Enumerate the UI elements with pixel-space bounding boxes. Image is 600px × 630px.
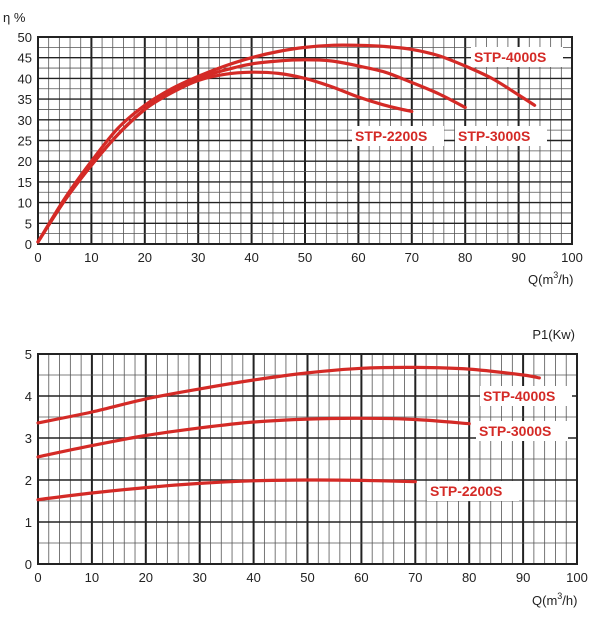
series-line-stp-2200s (36, 478, 417, 502)
x-tick-label: 60 (354, 570, 368, 585)
x-tick-label: 70 (408, 570, 422, 585)
x-tick-label: 0 (34, 250, 41, 265)
y-tick-label: 15 (18, 175, 32, 190)
series-line-stp-4000s (36, 365, 541, 425)
series-label-bg (476, 421, 568, 441)
series-label-bg (471, 47, 563, 67)
x-axis-label: Q(m3/h) (532, 591, 577, 608)
y-tick-label: 4 (25, 389, 32, 404)
y-tick-label: 2 (25, 473, 32, 488)
chart-2: 0 10 20 30 40 50 60 70 80 90 100 0 1 2 3 4 5 P1(Kw) Q(m3/h… (25, 327, 588, 608)
x-tick-label: 50 (298, 250, 312, 265)
y-tick-label: 45 (18, 51, 32, 66)
series-label-stp-3000s: STP-3000S (458, 128, 530, 144)
series-line-stp-3000s (36, 58, 467, 244)
y-tick-label: 1 (25, 515, 32, 530)
x-tick-label: 0 (34, 570, 41, 585)
y-tick-label: 30 (18, 113, 32, 128)
x-tick-label: 70 (405, 250, 419, 265)
x-axis-label: Q(m3/h) (528, 270, 573, 287)
series-label-bg (455, 126, 547, 146)
series-label-bg (427, 481, 519, 501)
x-tick-label: 30 (192, 570, 206, 585)
y-tick-label: 40 (18, 71, 32, 86)
y-axis-label: η % (3, 10, 26, 25)
series-label-stp-3000s: STP-3000S (479, 423, 551, 439)
y-tick-label: 10 (18, 196, 32, 211)
y-tick-label: 35 (18, 92, 32, 107)
y-tick-label: 3 (25, 431, 32, 446)
x-tick-label: 90 (516, 570, 530, 585)
x-tick-label: 40 (244, 250, 258, 265)
plot-frame (37, 353, 578, 565)
y-tick-label: 0 (25, 557, 32, 572)
x-tick-label: 30 (191, 250, 205, 265)
x-tick-label: 60 (351, 250, 365, 265)
x-tick-label: 80 (462, 570, 476, 585)
x-tick-label: 50 (300, 570, 314, 585)
plot-frame (37, 36, 573, 245)
series-label-bg (352, 126, 444, 146)
series-line-stp-3000s (36, 416, 471, 459)
x-tick-label: 20 (139, 570, 153, 585)
y-tick-label: 25 (18, 134, 32, 149)
x-tick-label: 80 (458, 250, 472, 265)
x-tick-label: 10 (85, 570, 99, 585)
y-tick-label: 5 (25, 347, 32, 362)
y-axis-label: P1(Kw) (532, 327, 575, 342)
x-tick-label: 90 (511, 250, 525, 265)
x-tick-label: 100 (561, 250, 583, 265)
y-tick-label: 50 (18, 30, 32, 45)
x-tick-label: 40 (246, 570, 260, 585)
x-tick-label: 100 (566, 570, 588, 585)
x-tick-label: 20 (138, 250, 152, 265)
series-line-stp-4000s (36, 43, 537, 244)
y-tick-label: 5 (25, 216, 32, 231)
grid (37, 353, 578, 565)
series-label-stp-4000s: STP-4000S (483, 388, 555, 404)
x-tick-label: 10 (84, 250, 98, 265)
series-label-stp-4000s: STP-4000S (474, 49, 546, 65)
chart-1: 0 10 20 30 40 50 60 70 80 90 100 0 5 10 15 20 25 30 35 40 45… (3, 10, 583, 287)
series-label-stp-2200s: STP-2200S (355, 128, 427, 144)
series-label-bg (480, 386, 572, 406)
y-tick-label: 0 (25, 237, 32, 252)
y-tick-label: 20 (18, 154, 32, 169)
series-label-stp-2200s: STP-2200S (430, 483, 502, 499)
